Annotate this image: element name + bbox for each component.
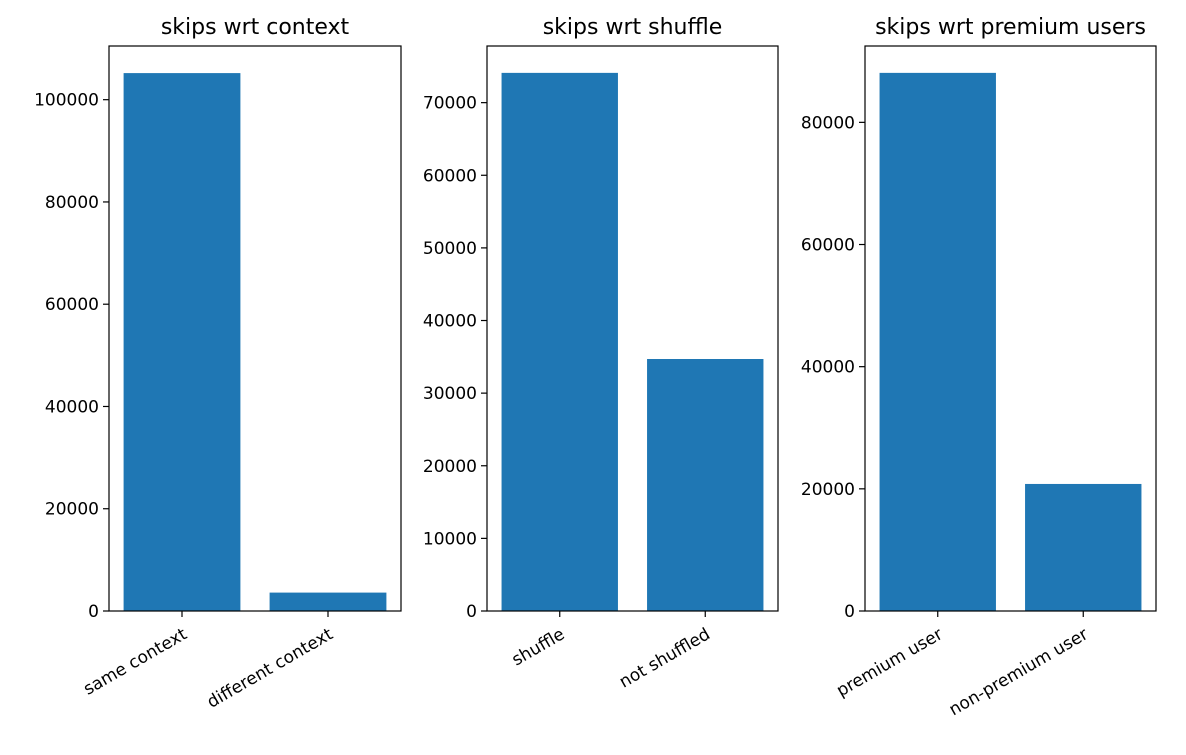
y-tick-label: 20000	[423, 457, 477, 477]
y-tick-label: 40000	[423, 312, 477, 332]
y-tick-label: 70000	[423, 94, 477, 114]
x-tick-label: same context	[80, 624, 191, 699]
bar-1	[879, 72, 996, 612]
subplot-title: skips wrt context	[161, 15, 350, 40]
x-tick-label: shuffle	[509, 624, 569, 670]
y-tick-label: 80000	[801, 113, 855, 133]
subplot-1: 0 20000 40000 60000 80000 100000 same context d…	[34, 15, 402, 713]
y-tick-label: 20000	[801, 480, 855, 500]
bar-1	[501, 72, 618, 611]
plot-frame	[108, 45, 402, 612]
y-tick-label: 40000	[45, 397, 99, 417]
x-tick-label: different context	[204, 624, 337, 712]
y-tick-label: 0	[466, 602, 477, 622]
subplot-title: skips wrt premium users	[875, 15, 1146, 40]
y-tick-label: 0	[844, 602, 855, 622]
y-tick-label: 60000	[423, 166, 477, 186]
y-tick-label: 50000	[423, 239, 477, 259]
bar-2	[647, 359, 764, 611]
bar-1	[123, 73, 241, 611]
x-tick-label: non-premium user	[946, 624, 1092, 720]
bar-2	[269, 592, 387, 611]
y-tick-label: 80000	[45, 193, 99, 213]
y-tick-label: 30000	[423, 384, 477, 404]
y-tick-label: 100000	[34, 91, 99, 111]
y-tick-label: 0	[88, 602, 99, 622]
x-tick-label: not shuffled	[616, 624, 714, 692]
y-tick-label: 10000	[423, 529, 477, 549]
bar-2	[1025, 483, 1142, 611]
y-tick-label: 60000	[45, 295, 99, 315]
y-tick-label: 40000	[801, 358, 855, 378]
subplot-title: skips wrt shuffle	[543, 15, 723, 40]
plot-frame	[486, 45, 779, 612]
y-tick-label: 60000	[801, 236, 855, 256]
plot-frame	[864, 45, 1157, 612]
y-tick-label: 20000	[45, 500, 99, 520]
subplot-2: 0 10000 20000 30000 40000 50000 60000 70000 shuf…	[423, 15, 779, 692]
subplot-3: 0 20000 40000 60000 80000 premium user non-pre…	[801, 15, 1157, 720]
x-tick-label: premium user	[833, 624, 946, 701]
